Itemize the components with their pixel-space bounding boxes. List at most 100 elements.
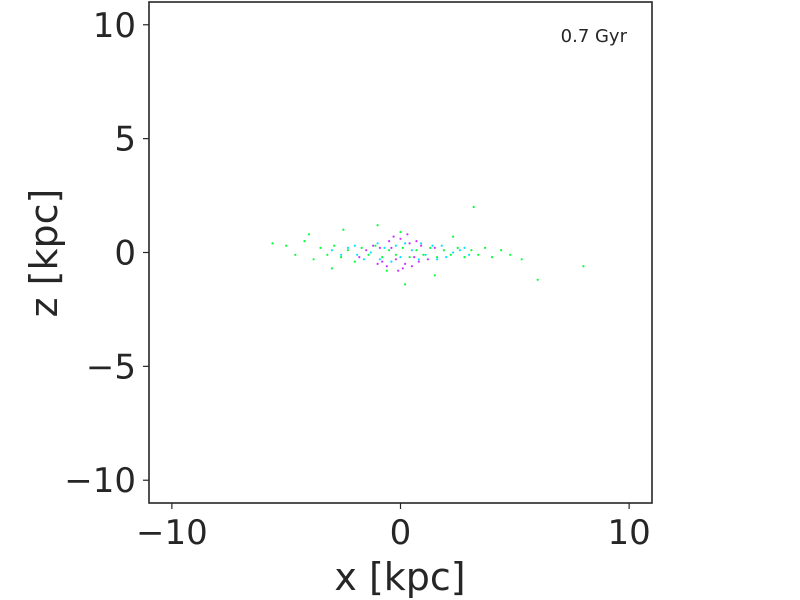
scatter-point — [392, 235, 395, 238]
scatter-point — [442, 249, 445, 252]
y-tick-label: −5 — [86, 347, 136, 387]
scatter-point — [413, 256, 416, 259]
scatter-point — [399, 237, 402, 240]
scatter-point — [381, 260, 384, 263]
scatter-point — [383, 246, 386, 249]
scatter-point — [394, 253, 397, 256]
scatter-point — [356, 253, 359, 256]
scatter-point — [307, 233, 311, 236]
scatter-point — [420, 242, 423, 245]
scatter-point — [271, 242, 274, 245]
scatter-point — [376, 242, 379, 245]
scatter-point — [376, 224, 379, 227]
scatter-point — [426, 258, 429, 261]
scatter-point — [381, 256, 384, 259]
scatter-point — [394, 258, 397, 261]
scatter-point — [333, 244, 336, 247]
x-axis-title: x [kpc] — [334, 555, 465, 599]
scatter-point — [417, 260, 420, 263]
scatter-point — [346, 249, 349, 252]
scatter-point — [484, 246, 487, 249]
y-tick-label: 5 — [114, 120, 136, 160]
scatter-point — [394, 244, 397, 247]
scatter-point — [406, 233, 409, 236]
scatter-point — [399, 256, 402, 259]
points-layer — [271, 205, 585, 286]
scatter-point — [445, 256, 448, 259]
scatter-point — [294, 253, 297, 256]
x-tick-label: −10 — [136, 513, 208, 553]
scatter-point — [369, 251, 372, 254]
scatter-point — [378, 258, 381, 261]
x-tick-label: 0 — [390, 513, 412, 553]
scatter-point — [367, 253, 370, 256]
scatter-point — [365, 249, 368, 252]
scatter-point — [424, 253, 427, 256]
scatter-point — [399, 230, 402, 234]
scatter-point — [312, 258, 315, 261]
scatter-point — [456, 246, 459, 249]
scatter-point — [436, 256, 439, 259]
scatter-point — [415, 249, 418, 252]
scatter-point — [285, 244, 288, 247]
scatter-point — [472, 205, 475, 209]
scatter-point — [422, 253, 425, 256]
scatter-point — [463, 256, 466, 259]
scatter-point — [390, 246, 393, 249]
scatter-point — [346, 246, 349, 249]
plot-frame — [148, 1, 653, 504]
scatter-point — [490, 256, 494, 259]
scatter-point — [408, 242, 411, 245]
ticks-layer: −10 0 10 −10 −5 0 5 10 — [64, 6, 651, 553]
scatter-point — [340, 253, 343, 256]
scatter-point — [429, 246, 432, 249]
scatter-point — [378, 246, 381, 249]
scatter-point — [390, 260, 393, 263]
y-tick-label: −10 — [64, 461, 136, 501]
scatter-point — [417, 258, 420, 261]
scatter-point — [342, 228, 345, 231]
scatter-point — [582, 265, 585, 268]
scatter-point — [477, 253, 480, 256]
scatter-point — [360, 246, 363, 249]
scatter-point — [397, 269, 400, 272]
scatter-point — [536, 278, 539, 281]
scatter-point — [353, 260, 356, 263]
scatter-point — [319, 246, 322, 249]
scatter-point — [415, 240, 418, 243]
scatter-point — [385, 269, 388, 272]
scatter-point — [433, 274, 436, 277]
scatter-point — [520, 258, 523, 261]
scatter-point — [500, 249, 503, 252]
scatter-point — [509, 253, 512, 256]
scatter-point — [362, 258, 365, 261]
scatter-point — [440, 244, 443, 247]
scatter-point — [410, 249, 413, 252]
scatter-point — [401, 267, 404, 270]
scatter-point — [420, 244, 423, 247]
y-tick-label: 0 — [114, 234, 136, 274]
scatter-point — [372, 244, 375, 247]
scatter-point — [353, 244, 356, 247]
scatter-point — [468, 253, 471, 256]
scatter-point — [388, 249, 391, 252]
scatter-point — [404, 242, 407, 245]
scatter-point — [326, 253, 329, 256]
scatter-point — [358, 256, 361, 259]
scatter-point — [458, 249, 461, 252]
scatter-point — [404, 283, 407, 286]
scatter-point — [340, 256, 343, 259]
scatter-point — [431, 244, 434, 247]
scatter-point — [436, 258, 439, 261]
scatter-point — [449, 253, 452, 256]
scatter-point — [401, 246, 404, 249]
y-tick-label: 10 — [93, 6, 136, 46]
scatter-point — [374, 244, 377, 247]
x-tick-label: 10 — [608, 513, 651, 553]
scatter-point — [408, 256, 411, 259]
scatter-point — [433, 246, 436, 249]
scatter-point — [303, 240, 306, 243]
scatter-point — [410, 265, 413, 268]
time-annotation: 0.7 Gyr — [561, 26, 628, 47]
